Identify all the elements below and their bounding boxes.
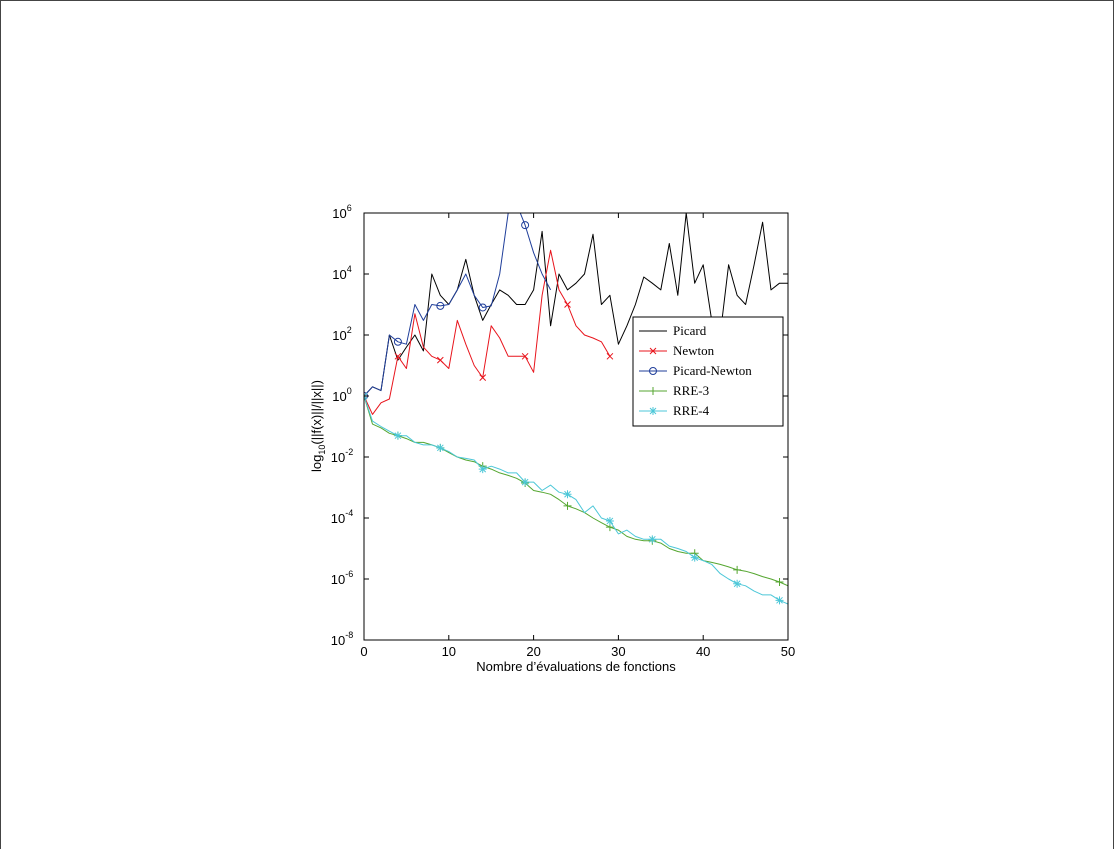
legend: Picard Newton Picard-Newton RRE-3 RRE-4	[632, 316, 784, 427]
y-tick-base: 10	[331, 633, 345, 648]
series-line-rre-4	[364, 395, 788, 605]
y-tick-label: 10-2	[331, 447, 353, 465]
y-tick-exponent: 2	[347, 325, 352, 335]
point-picard-newton	[393, 337, 402, 346]
y-tick-label: 100	[332, 386, 351, 404]
legend-entry-newton: Newton	[639, 343, 715, 358]
y-tick-label: 10-4	[331, 508, 353, 526]
y-axis-label-base: log	[309, 455, 324, 472]
y-tick-label: 10-8	[331, 630, 353, 648]
point-newton	[479, 374, 487, 381]
legend-entry-picard: Picard	[639, 323, 707, 338]
y-tick-label: 102	[332, 325, 351, 343]
point-picard-newton	[436, 301, 445, 310]
x-tick-label: 0	[360, 644, 367, 659]
legend-entry-rre-4: RRE-4	[639, 403, 710, 418]
y-tick-base: 10	[332, 328, 346, 343]
legend-label: RRE-4	[673, 403, 710, 418]
legend-label: Picard-Newton	[673, 363, 752, 378]
point-newton	[436, 356, 444, 364]
y-tick-label: 106	[332, 203, 351, 221]
y-tick-exponent: -6	[345, 569, 353, 579]
y-tick-exponent: 0	[347, 386, 352, 396]
legend-marker	[649, 387, 657, 395]
series-rre-4	[364, 392, 788, 605]
y-tick-base: 10	[332, 206, 346, 221]
point-picard-newton	[478, 303, 487, 312]
series-newton	[364, 249, 614, 415]
series-line-newton	[364, 249, 611, 415]
y-tick-base: 10	[332, 267, 346, 282]
point-rre-3	[733, 565, 742, 574]
legend-label: Newton	[673, 343, 715, 358]
legend-marker	[649, 407, 657, 415]
point-picard-newton	[521, 221, 530, 230]
y-tick-label: 104	[332, 264, 351, 282]
point-rre-4	[478, 465, 487, 474]
x-tick-label: 40	[696, 644, 710, 659]
y-tick-base: 10	[331, 511, 345, 526]
point-rre-4	[690, 553, 699, 562]
point-rre-4	[563, 490, 572, 499]
point-rre-4	[648, 535, 657, 544]
x-axis: 0 10 20 30 40 50	[360, 213, 795, 659]
x-tick-label: 30	[611, 644, 625, 659]
point-rre-4	[393, 431, 402, 440]
point-rre-3	[775, 577, 784, 586]
x-tick-label: 50	[781, 644, 795, 659]
y-axis-label: log10(||f(x)||/||x||)	[309, 380, 327, 472]
x-axis-label: Nombre d’évaluations de fonctions	[476, 659, 676, 674]
y-tick-base: 10	[331, 450, 345, 465]
point-rre-4	[436, 443, 445, 452]
y-tick-exponent: 4	[347, 264, 352, 274]
y-tick-label: 10-6	[331, 569, 353, 587]
point-rre-4	[733, 579, 742, 588]
y-tick-base: 10	[332, 389, 346, 404]
point-rre-4	[521, 478, 530, 487]
legend-label: Picard	[673, 323, 707, 338]
y-tick-exponent: -4	[345, 508, 353, 518]
point-rre-3	[563, 501, 572, 510]
point-rre-4	[775, 596, 784, 605]
point-newton	[564, 301, 571, 308]
legend-marker	[649, 367, 657, 375]
y-axis-label-rest: (||f(x)||/||x||)	[309, 380, 324, 445]
plot-frame	[363, 212, 789, 641]
y-axis-label-sub: 10	[317, 445, 327, 455]
y-tick-base: 10	[331, 572, 345, 587]
x-tick-label: 10	[442, 644, 456, 659]
point-rre-4	[605, 516, 614, 525]
point-newton	[394, 352, 402, 360]
series-layer	[364, 213, 788, 605]
legend-label: RRE-3	[673, 383, 709, 398]
x-tick-label: 20	[526, 644, 540, 659]
point-newton	[521, 352, 529, 360]
point-newton	[606, 352, 614, 360]
legend-marker	[649, 347, 657, 355]
y-tick-exponent: -2	[345, 447, 353, 457]
y-tick-exponent: 6	[347, 203, 352, 213]
legend-entry-picard-newton: Picard-Newton	[639, 363, 752, 378]
y-tick-exponent: -8	[345, 630, 353, 640]
legend-entry-rre-3: RRE-3	[639, 383, 709, 398]
